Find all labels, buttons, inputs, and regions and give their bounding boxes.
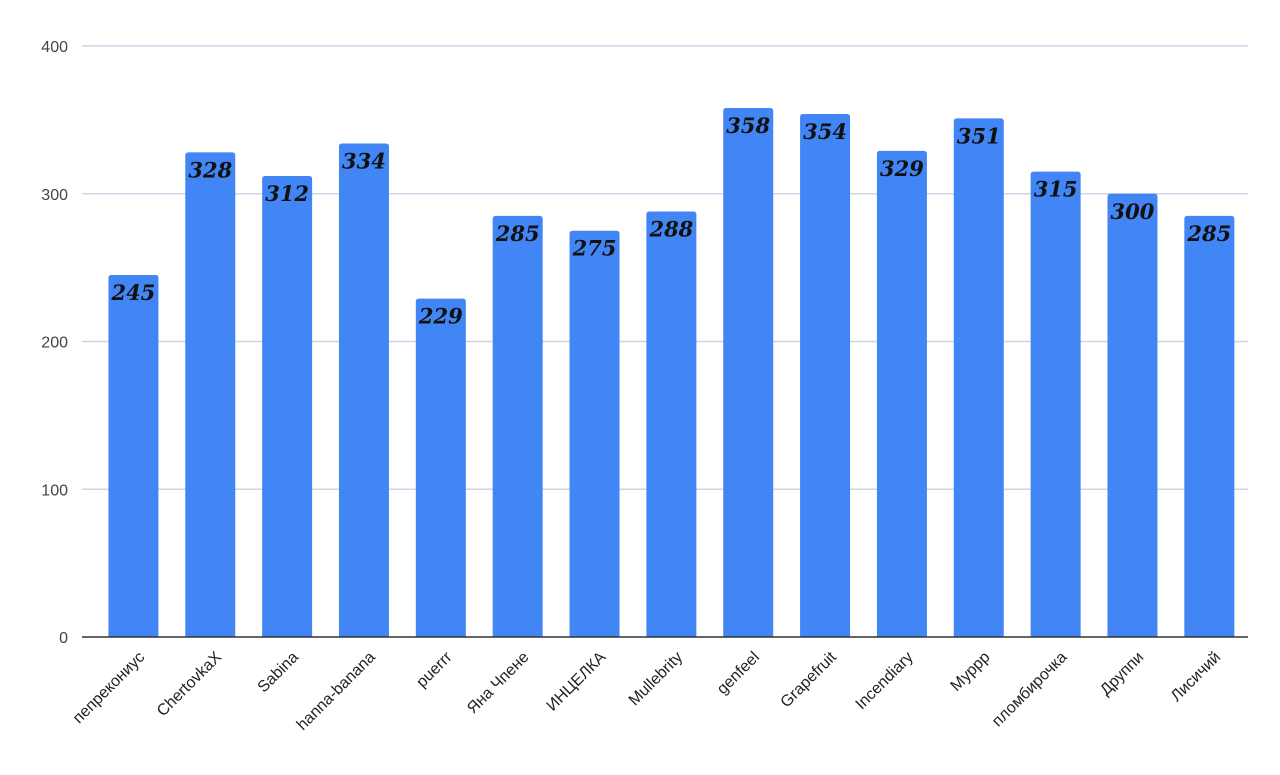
- data-label: 315: [1034, 177, 1078, 202]
- bars: [108, 108, 1235, 638]
- bar: [800, 113, 851, 638]
- bar: [1184, 215, 1235, 637]
- x-tick-label: Grapefruit: [778, 648, 841, 711]
- x-tick-label: ChertovkaX: [154, 649, 225, 720]
- x-tick-label: Mullebrity: [626, 649, 686, 709]
- y-axis-ticks: 0 100 200 300 400: [41, 39, 68, 647]
- bar: [338, 143, 389, 637]
- x-tick-label: Лисичий: [1168, 649, 1224, 705]
- x-tick-label: Друппи: [1097, 649, 1147, 699]
- y-tick-label: 0: [59, 630, 68, 647]
- bar: [1030, 171, 1081, 637]
- bar: [569, 230, 620, 637]
- bar: [1107, 193, 1158, 637]
- data-labels: 245 328 312 334 229 285 275 288 358 354 329 351 315 3…: [111, 113, 1232, 329]
- bar: [108, 275, 159, 637]
- x-tick-label: Мурpp: [948, 649, 994, 695]
- x-tick-label: пломбирочка: [989, 649, 1070, 730]
- data-label: 329: [880, 156, 924, 181]
- bar: [723, 108, 774, 638]
- data-label: 300: [1111, 199, 1155, 224]
- y-tick-label: 300: [41, 187, 68, 204]
- data-label: 328: [188, 157, 232, 182]
- data-label: 285: [1186, 221, 1231, 246]
- data-label: 285: [495, 221, 540, 246]
- x-tick-label: Sabina: [255, 649, 302, 696]
- bar: [646, 211, 697, 638]
- data-label: 351: [957, 123, 1001, 148]
- bar: [415, 298, 466, 637]
- x-tick-label: Яна Чпене: [464, 649, 532, 717]
- data-label: 229: [418, 304, 463, 329]
- x-tick-label: пепрекониус: [70, 649, 148, 727]
- bar: [185, 152, 236, 637]
- x-tick-label: ИНЦЕЛКА: [544, 649, 610, 715]
- data-label: 312: [265, 181, 309, 206]
- data-label: 354: [803, 119, 847, 144]
- data-label: 358: [726, 113, 770, 138]
- y-tick-label: 200: [41, 335, 68, 352]
- bar: [492, 215, 543, 637]
- bar: [262, 176, 313, 637]
- bar: [876, 150, 927, 637]
- data-label: 334: [342, 149, 386, 174]
- data-label: 275: [572, 236, 617, 261]
- data-label: 245: [111, 280, 156, 305]
- bar: [953, 118, 1004, 637]
- x-tick-label: Incendiary: [853, 649, 917, 713]
- data-label: 288: [648, 216, 693, 241]
- x-tick-label: genfeel: [714, 649, 763, 698]
- y-tick-label: 400: [41, 39, 68, 56]
- x-tick-label: hanna-banana: [294, 649, 379, 734]
- x-tick-label: puerrr: [413, 648, 456, 691]
- y-tick-label: 100: [41, 482, 68, 499]
